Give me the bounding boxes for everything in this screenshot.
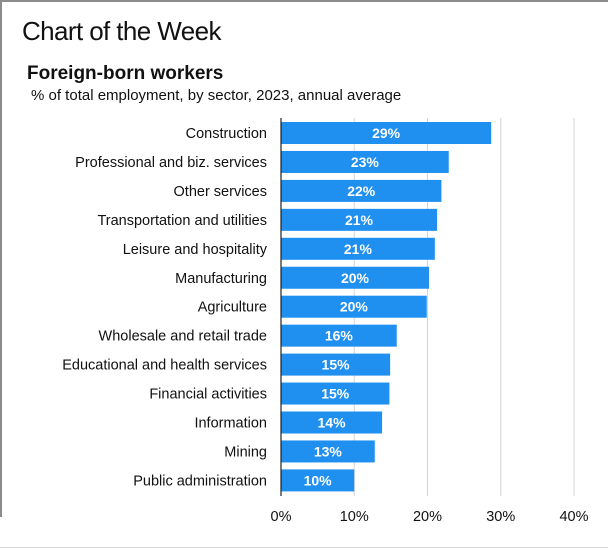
bar [281,179,442,202]
category-label: Construction [186,126,267,142]
category-label: Other services [174,184,267,200]
category-label: Information [194,416,267,432]
chart-title: Foreign-born workers [27,63,224,84]
bar-data-label: 21% [344,241,373,257]
bar-data-label: 20% [340,299,369,315]
bar [281,469,355,492]
bar [281,324,397,347]
category-label: Public administration [133,473,267,489]
bar-data-label: 15% [321,386,350,402]
bar [281,411,383,434]
bar [281,237,435,260]
bottom-divider [0,547,608,548]
x-tick-label: 20% [413,509,442,525]
bar-data-label: 14% [318,415,347,431]
category-label: Leisure and hospitality [123,242,268,258]
bar [281,122,492,144]
x-tick-label: 40% [559,509,588,525]
bar-data-label: 22% [347,183,376,199]
bar [281,150,449,173]
frame-top-border [0,0,608,2]
category-label: Wholesale and retail trade [99,329,267,345]
bar [281,440,375,463]
category-label: Transportation and utilities [97,213,267,229]
bar-data-label: 16% [325,328,354,344]
bar-data-label: 23% [351,154,380,170]
bar-data-label: 20% [341,270,370,286]
bar [281,266,429,289]
x-tick-label: 30% [486,509,515,525]
chart-subtitle: % of total employment, by sector, 2023, … [31,87,402,104]
bar-data-label: 15% [322,357,351,373]
bar-data-label: 29% [372,125,401,141]
frame-left-border [0,0,2,517]
bar [281,208,438,231]
bar [281,295,427,318]
category-label: Mining [224,444,267,460]
bar-data-label: 10% [304,472,333,488]
category-label: Manufacturing [175,271,267,287]
bar [281,353,391,376]
x-tick-label: 10% [340,509,369,525]
x-tick-label: 0% [271,509,292,525]
bar-data-label: 21% [345,212,374,228]
category-label: Agriculture [198,300,267,316]
category-label: Financial activities [149,387,267,403]
page-title: Chart of the Week [22,16,221,46]
category-label: Professional and biz. services [75,155,267,171]
bar [281,382,390,405]
bar-data-label: 13% [314,443,343,459]
category-label: Educational and health services [62,358,267,374]
